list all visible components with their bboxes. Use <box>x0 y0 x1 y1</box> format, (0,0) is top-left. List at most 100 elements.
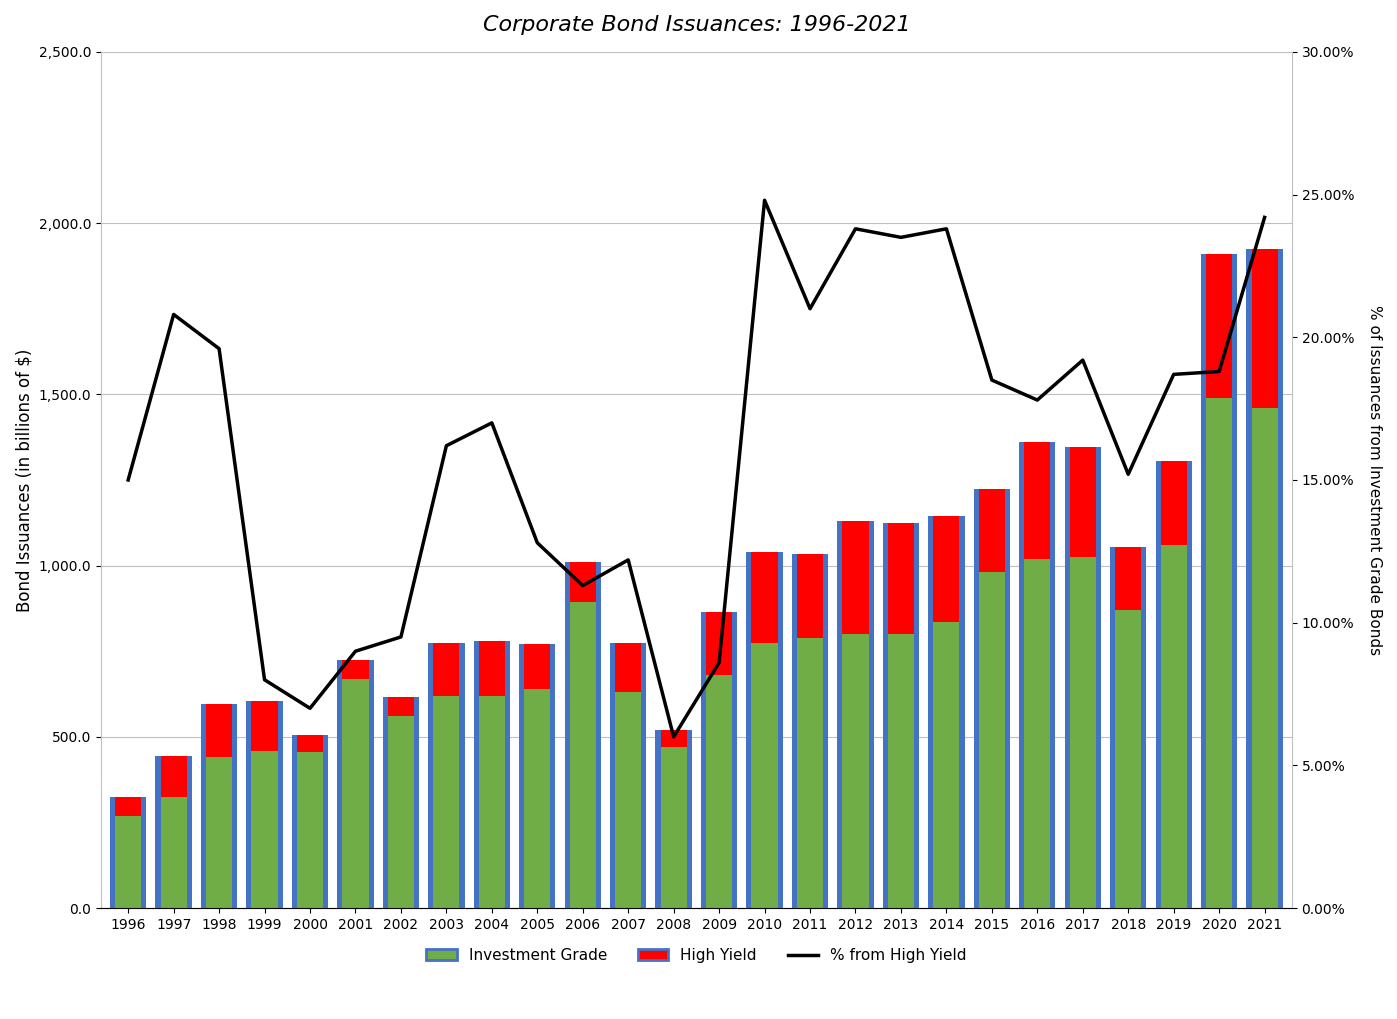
Bar <box>796 638 823 908</box>
Bar <box>792 553 828 638</box>
Bar <box>1115 610 1141 908</box>
Y-axis label: % of Issuances from Investment Grade Bonds: % of Issuances from Investment Grade Bon… <box>1368 305 1382 655</box>
Bar <box>928 623 964 908</box>
Bar <box>792 638 828 908</box>
Bar <box>933 516 960 623</box>
Title: Corporate Bond Issuances: 1996-2021: Corporate Bond Issuances: 1996-2021 <box>482 15 911 35</box>
Bar <box>161 756 187 797</box>
Bar <box>342 679 369 908</box>
Bar <box>661 730 687 747</box>
Bar <box>796 553 823 638</box>
Bar <box>979 488 1004 573</box>
Bar <box>1115 547 1141 610</box>
Bar <box>201 757 237 908</box>
Bar <box>842 634 869 908</box>
Bar <box>883 523 919 634</box>
Bar <box>433 643 460 696</box>
Bar <box>1111 610 1147 908</box>
Bar <box>388 697 414 716</box>
Bar <box>1246 249 1282 408</box>
Bar <box>888 634 914 908</box>
Bar <box>746 643 782 908</box>
Bar <box>1206 254 1232 397</box>
Bar <box>564 601 601 908</box>
Bar <box>298 735 323 752</box>
Bar <box>842 521 869 634</box>
Bar <box>433 696 460 908</box>
Bar <box>655 747 692 908</box>
Bar <box>1020 442 1056 558</box>
Bar <box>570 562 597 601</box>
Bar <box>837 521 873 634</box>
Bar <box>701 611 738 676</box>
Bar <box>520 644 556 689</box>
Bar <box>205 757 232 908</box>
Bar <box>1070 447 1095 557</box>
Bar <box>928 516 964 623</box>
Bar <box>429 643 465 696</box>
Bar <box>1024 442 1051 558</box>
Bar <box>246 751 282 908</box>
Bar <box>429 696 465 908</box>
Bar <box>570 601 597 908</box>
Bar <box>1020 558 1056 908</box>
Bar <box>888 523 914 634</box>
Bar <box>110 815 147 908</box>
Bar <box>564 562 601 601</box>
Bar <box>661 747 687 908</box>
Bar <box>655 730 692 747</box>
Bar <box>115 797 141 815</box>
Bar <box>1252 408 1278 908</box>
Bar <box>974 488 1010 573</box>
Bar <box>1070 557 1095 908</box>
Bar <box>479 696 504 908</box>
Bar <box>205 704 232 757</box>
Legend: Investment Grade, High Yield, % from High Yield: Investment Grade, High Yield, % from Hig… <box>420 942 972 969</box>
Bar <box>705 676 732 908</box>
Bar <box>752 643 778 908</box>
Bar <box>1024 558 1051 908</box>
Bar <box>383 716 419 908</box>
Bar <box>979 573 1004 908</box>
Bar <box>883 634 919 908</box>
Bar <box>615 643 641 692</box>
Bar <box>298 752 323 908</box>
Bar <box>610 643 647 692</box>
Bar <box>1201 254 1238 397</box>
Bar <box>1252 249 1278 408</box>
Bar <box>1246 408 1282 908</box>
Bar <box>701 676 738 908</box>
Bar <box>746 552 782 643</box>
Bar <box>1065 557 1101 908</box>
Bar <box>201 704 237 757</box>
Bar <box>292 752 328 908</box>
Bar <box>1155 462 1192 545</box>
Bar <box>752 552 778 643</box>
Bar <box>155 756 191 797</box>
Bar <box>110 797 147 815</box>
Bar <box>524 689 550 908</box>
Bar <box>615 692 641 908</box>
Bar <box>115 815 141 908</box>
Bar <box>1065 447 1101 557</box>
Bar <box>342 659 369 679</box>
Bar <box>933 623 960 908</box>
Bar <box>292 735 328 752</box>
Bar <box>479 641 504 696</box>
Bar <box>383 697 419 716</box>
Bar <box>1201 397 1238 908</box>
Bar <box>974 573 1010 908</box>
Bar <box>474 696 510 908</box>
Bar <box>337 679 373 908</box>
Bar <box>1155 545 1192 908</box>
Bar <box>1161 462 1187 545</box>
Y-axis label: Bond Issuances (in billions of $): Bond Issuances (in billions of $) <box>15 348 34 611</box>
Bar <box>161 797 187 908</box>
Bar <box>251 751 278 908</box>
Bar <box>524 644 550 689</box>
Bar <box>837 634 873 908</box>
Bar <box>1206 397 1232 908</box>
Bar <box>520 689 556 908</box>
Bar <box>251 701 278 751</box>
Bar <box>337 659 373 679</box>
